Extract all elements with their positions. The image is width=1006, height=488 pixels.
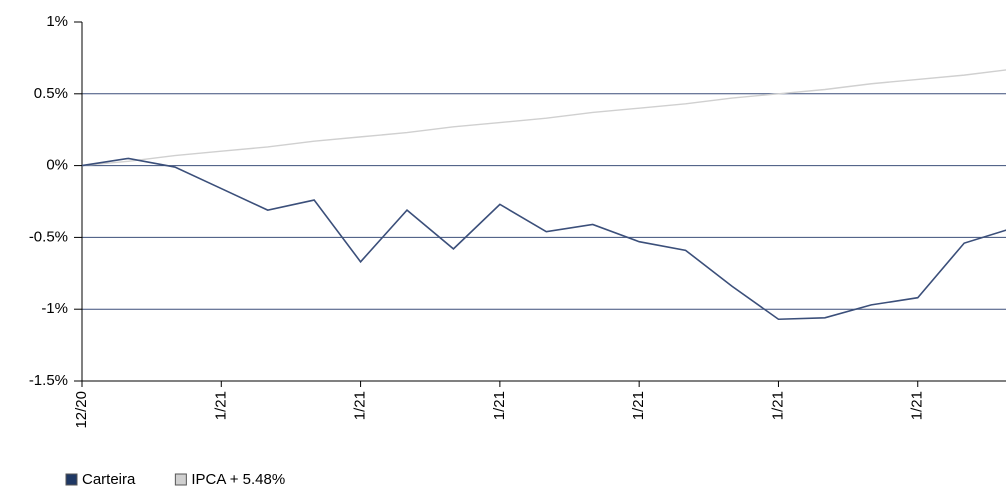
x-tick-label: 1/21 [352,391,369,420]
y-tick-label: -0.5% [29,228,68,245]
y-tick-label: -1% [41,300,68,317]
x-tick-label: 12/20 [73,391,90,429]
line-series [81,157,1006,321]
legend-label: IPCA + 5.48% [191,471,285,488]
y-tick-label: 1% [46,13,68,30]
line-series [81,69,1006,167]
x-tick-label: 1/21 [212,391,229,420]
y-tick-label: -1.5% [29,372,68,389]
y-tick-label: 0.5% [34,85,68,102]
x-tick-label: 1/21 [909,391,926,420]
x-tick-label: 1/21 [630,391,647,420]
x-tick-label: 1/21 [491,391,508,420]
legend-label: Carteira [82,471,136,488]
legend-swatch [174,473,187,486]
y-tick-label: 0% [46,157,68,174]
legend-swatch [65,473,78,486]
x-tick-label: 1/21 [769,391,786,420]
